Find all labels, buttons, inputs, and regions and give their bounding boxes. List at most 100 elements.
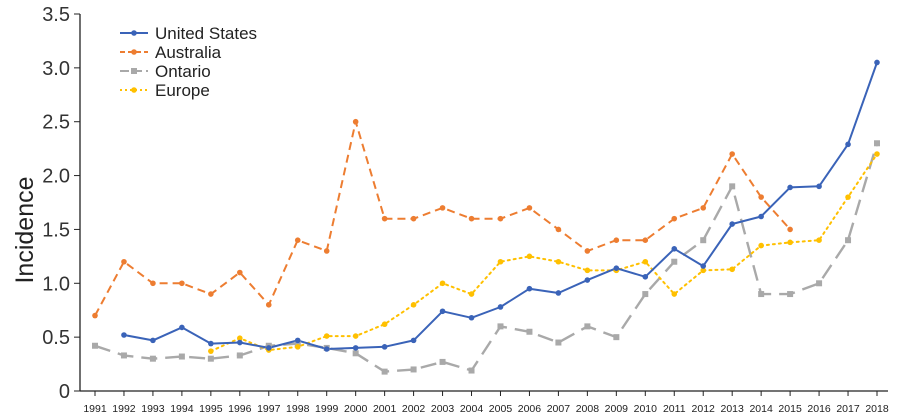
y-tick-label: 1.5 bbox=[42, 219, 70, 241]
axes bbox=[79, 14, 888, 392]
legend-marker bbox=[131, 87, 137, 93]
data-point bbox=[787, 184, 793, 191]
data-point bbox=[526, 205, 533, 211]
data-point bbox=[468, 291, 475, 297]
data-point bbox=[150, 337, 156, 344]
x-tick-label: 2006 bbox=[518, 403, 542, 415]
series-line-ontario bbox=[94, 142, 879, 373]
data-point bbox=[121, 332, 127, 338]
x-tick-label: 2013 bbox=[721, 403, 745, 415]
data-point bbox=[758, 213, 764, 220]
data-point bbox=[874, 59, 880, 66]
data-point bbox=[323, 248, 330, 254]
data-point bbox=[150, 280, 156, 287]
data-point bbox=[294, 337, 301, 344]
series-line-australia bbox=[94, 120, 791, 317]
y-tick-label: 0 bbox=[59, 381, 70, 403]
y-axis-label: Incidence bbox=[11, 176, 39, 283]
data-point bbox=[352, 333, 359, 339]
x-tick-label: 1994 bbox=[170, 403, 194, 415]
data-point bbox=[700, 263, 707, 269]
legend-item: Australia bbox=[120, 43, 222, 62]
data-point bbox=[642, 258, 649, 265]
data-point bbox=[265, 345, 272, 351]
legend-marker bbox=[131, 30, 137, 36]
data-point bbox=[845, 194, 851, 200]
legend-label: United States bbox=[155, 24, 257, 43]
x-tick-label: 1996 bbox=[228, 403, 252, 415]
x-tick-label: 2001 bbox=[373, 403, 397, 415]
data-point bbox=[816, 237, 822, 243]
data-point bbox=[729, 151, 735, 157]
data-point bbox=[642, 291, 649, 298]
data-point bbox=[555, 339, 562, 346]
data-point bbox=[497, 323, 504, 330]
data-point bbox=[468, 314, 475, 321]
x-tick-label: 2018 bbox=[865, 403, 889, 415]
data-point bbox=[816, 280, 823, 287]
data-point bbox=[584, 277, 591, 283]
data-point bbox=[294, 344, 301, 350]
data-point bbox=[758, 194, 764, 200]
data-point bbox=[526, 285, 533, 292]
data-point bbox=[700, 205, 707, 211]
data-point bbox=[671, 246, 678, 252]
data-point bbox=[497, 215, 504, 222]
x-tick-label: 2015 bbox=[778, 403, 802, 415]
x-tick-label: 1993 bbox=[141, 403, 165, 415]
data-point bbox=[381, 368, 388, 375]
data-point bbox=[179, 324, 185, 331]
data-point bbox=[439, 205, 446, 211]
x-tick-label: 2002 bbox=[402, 403, 426, 415]
data-point bbox=[352, 350, 359, 357]
data-point bbox=[208, 291, 214, 297]
data-point bbox=[555, 258, 562, 265]
data-point bbox=[613, 265, 620, 272]
data-point bbox=[671, 291, 678, 297]
x-tick-label: 2004 bbox=[460, 403, 484, 415]
data-point bbox=[729, 183, 736, 190]
data-point bbox=[178, 353, 185, 360]
data-point bbox=[497, 304, 504, 310]
data-point bbox=[729, 266, 735, 273]
data-point bbox=[729, 221, 735, 227]
y-tick-label: 3.0 bbox=[42, 58, 70, 80]
data-point bbox=[410, 366, 417, 373]
data-point bbox=[468, 367, 475, 374]
x-tick-label: 2011 bbox=[663, 403, 686, 415]
data-point bbox=[179, 280, 185, 287]
x-tick-label: 1997 bbox=[257, 403, 281, 415]
data-point bbox=[381, 215, 388, 222]
x-tick-label: 2007 bbox=[547, 403, 571, 415]
data-point bbox=[92, 342, 98, 349]
legend-item: United States bbox=[120, 24, 257, 43]
legend-item: Europe bbox=[120, 81, 210, 100]
data-point bbox=[208, 348, 214, 354]
data-point bbox=[237, 335, 243, 342]
data-point bbox=[294, 237, 301, 243]
data-point bbox=[410, 302, 417, 308]
y-tick-label: 2.0 bbox=[42, 166, 70, 188]
data-point bbox=[613, 334, 620, 341]
data-point bbox=[555, 290, 562, 296]
data-point bbox=[92, 312, 98, 319]
data-point bbox=[555, 226, 562, 233]
x-tick-label: 1995 bbox=[199, 403, 223, 415]
data-point bbox=[700, 237, 707, 244]
legend-label: Ontario bbox=[155, 62, 211, 81]
data-point bbox=[787, 226, 793, 233]
x-tick-label: 1999 bbox=[315, 403, 339, 415]
legend-item: Ontario bbox=[120, 62, 211, 81]
data-point bbox=[584, 248, 591, 254]
data-point bbox=[758, 242, 764, 249]
data-point bbox=[237, 269, 243, 276]
y-tick-label: 0.5 bbox=[42, 327, 70, 349]
data-point bbox=[439, 358, 446, 365]
data-point bbox=[787, 239, 793, 246]
x-tick-label: 2008 bbox=[576, 403, 600, 415]
data-point bbox=[294, 340, 301, 347]
data-point bbox=[613, 237, 620, 243]
data-point bbox=[845, 141, 851, 148]
x-tick-label: 2000 bbox=[344, 403, 368, 415]
